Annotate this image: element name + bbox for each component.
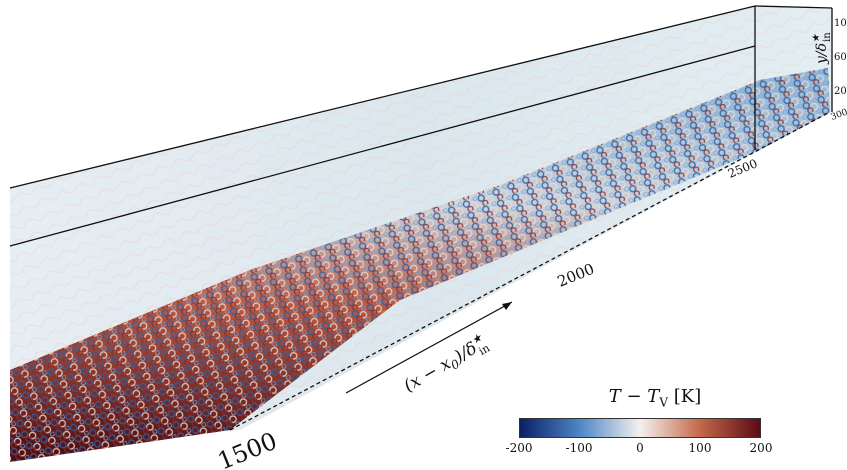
colorbar: [519, 418, 761, 438]
y-tick-60: 60: [834, 52, 847, 63]
streamwise-arrow: [345, 301, 513, 394]
turbulent-eddies: [10, 68, 830, 462]
x-axis-label: (x − x0)/δ★in: [399, 330, 492, 399]
y-tick-20: 20: [834, 86, 847, 97]
colorbar-tick-neg200: -200: [505, 441, 533, 455]
colorbar-tick-neg100: -100: [565, 441, 593, 455]
colorbar-title: T − TV [K]: [608, 386, 702, 410]
colorbar-tick-200: 200: [749, 441, 773, 455]
y-tick-100: 100: [834, 18, 847, 29]
domain-frame: [9, 5, 833, 431]
colorbar-tick-0: 0: [636, 441, 644, 455]
z-tick-300: 300: [830, 107, 847, 122]
colorbar-tick-100: 100: [688, 441, 712, 455]
y-axis-label: y/δ★in: [811, 32, 833, 65]
x-tick-1500: 1500: [214, 427, 281, 470]
x-tick-2000: 2000: [555, 260, 597, 291]
